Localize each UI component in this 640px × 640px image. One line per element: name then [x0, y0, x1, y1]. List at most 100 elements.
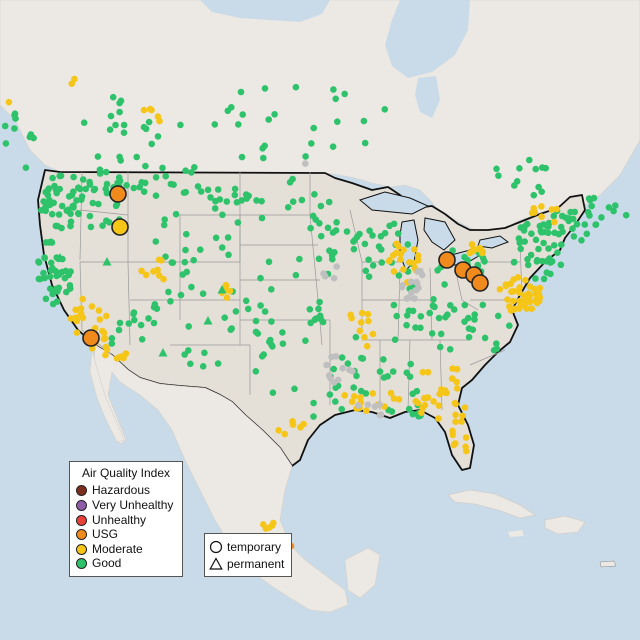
- no-data-site-marker[interactable]: [403, 295, 411, 302]
- good-site-marker[interactable]: [494, 312, 502, 320]
- good-site-marker[interactable]: [190, 256, 197, 264]
- good-site-marker[interactable]: [570, 233, 578, 240]
- good-site-marker[interactable]: [177, 121, 184, 129]
- good-site-marker[interactable]: [307, 319, 315, 327]
- good-site-marker[interactable]: [361, 240, 369, 248]
- good-site-marker[interactable]: [312, 315, 320, 322]
- moderate-site-marker[interactable]: [96, 316, 104, 323]
- moderate-site-marker[interactable]: [155, 272, 163, 279]
- good-site-marker[interactable]: [96, 166, 104, 173]
- moderate-site-marker[interactable]: [528, 209, 536, 217]
- moderate-site-marker[interactable]: [526, 283, 534, 290]
- no-data-site-marker[interactable]: [328, 353, 335, 361]
- good-site-marker[interactable]: [362, 267, 370, 275]
- no-data-site-marker[interactable]: [320, 270, 327, 277]
- good-site-marker[interactable]: [360, 117, 368, 125]
- moderate-site-marker[interactable]: [390, 252, 397, 259]
- good-site-marker[interactable]: [87, 223, 95, 231]
- moderate-site-marker[interactable]: [510, 276, 517, 283]
- moderate-site-marker[interactable]: [515, 286, 522, 294]
- good-site-marker[interactable]: [319, 318, 327, 326]
- good-site-marker[interactable]: [107, 112, 115, 120]
- moderate-site-marker[interactable]: [535, 290, 543, 298]
- good-site-marker[interactable]: [296, 255, 303, 263]
- good-site-marker[interactable]: [133, 153, 140, 161]
- good-site-marker[interactable]: [302, 153, 309, 160]
- good-site-marker[interactable]: [394, 230, 402, 237]
- good-site-marker[interactable]: [540, 239, 547, 247]
- good-site-marker[interactable]: [265, 258, 273, 266]
- good-site-marker[interactable]: [365, 273, 373, 281]
- good-site-marker[interactable]: [535, 245, 542, 253]
- good-site-marker[interactable]: [526, 156, 533, 164]
- good-site-marker[interactable]: [523, 220, 531, 228]
- good-site-marker[interactable]: [506, 322, 513, 330]
- good-site-marker[interactable]: [47, 259, 55, 267]
- moderate-site-marker[interactable]: [160, 275, 167, 283]
- good-site-marker[interactable]: [42, 295, 50, 303]
- good-site-marker[interactable]: [545, 219, 553, 227]
- moderate-site-marker[interactable]: [476, 244, 484, 252]
- good-site-marker[interactable]: [384, 373, 392, 380]
- good-site-marker[interactable]: [125, 320, 133, 327]
- good-site-marker[interactable]: [441, 281, 448, 288]
- moderate-site-marker[interactable]: [138, 267, 145, 275]
- good-site-marker[interactable]: [79, 176, 87, 183]
- good-site-marker[interactable]: [369, 232, 376, 239]
- good-site-marker[interactable]: [49, 174, 56, 182]
- good-site-marker[interactable]: [268, 341, 275, 349]
- moderate-site-marker[interactable]: [73, 329, 81, 337]
- good-site-marker[interactable]: [341, 90, 349, 98]
- good-site-marker[interactable]: [199, 363, 207, 370]
- no-data-site-marker[interactable]: [302, 160, 309, 167]
- good-site-marker[interactable]: [315, 305, 322, 313]
- good-site-marker[interactable]: [479, 254, 487, 262]
- good-site-marker[interactable]: [622, 211, 630, 219]
- moderate-site-marker[interactable]: [390, 268, 398, 275]
- moderate-site-marker[interactable]: [414, 399, 422, 407]
- good-site-marker[interactable]: [573, 220, 581, 228]
- good-site-marker[interactable]: [465, 333, 473, 341]
- good-site-marker[interactable]: [65, 271, 72, 279]
- good-site-marker[interactable]: [436, 343, 444, 351]
- good-site-marker[interactable]: [344, 360, 352, 367]
- no-data-site-marker[interactable]: [398, 284, 406, 291]
- good-site-marker[interactable]: [261, 308, 269, 315]
- good-site-marker[interactable]: [598, 214, 605, 221]
- moderate-site-marker[interactable]: [142, 271, 150, 279]
- good-site-marker[interactable]: [211, 205, 219, 212]
- good-site-marker[interactable]: [331, 249, 338, 256]
- good-site-marker[interactable]: [130, 309, 138, 316]
- no-data-site-marker[interactable]: [330, 274, 338, 282]
- good-site-marker[interactable]: [170, 181, 177, 188]
- good-site-marker[interactable]: [555, 230, 563, 238]
- good-site-marker[interactable]: [244, 305, 252, 313]
- moderate-site-marker[interactable]: [341, 392, 349, 399]
- good-site-marker[interactable]: [235, 121, 242, 128]
- no-data-site-marker[interactable]: [333, 263, 341, 270]
- good-site-marker[interactable]: [513, 178, 521, 185]
- good-site-marker[interactable]: [612, 202, 619, 209]
- good-site-marker[interactable]: [204, 186, 212, 194]
- good-site-marker[interactable]: [182, 167, 189, 174]
- good-site-marker[interactable]: [286, 179, 294, 186]
- good-site-marker[interactable]: [465, 325, 473, 332]
- good-site-marker[interactable]: [232, 308, 240, 315]
- good-site-marker[interactable]: [261, 85, 269, 92]
- moderate-site-marker[interactable]: [155, 256, 163, 264]
- good-site-marker[interactable]: [42, 239, 50, 246]
- permanent-good-marker[interactable]: [55, 253, 65, 262]
- good-site-marker[interactable]: [376, 368, 384, 375]
- good-site-marker[interactable]: [45, 185, 53, 192]
- good-site-marker[interactable]: [515, 235, 523, 242]
- good-site-marker[interactable]: [63, 288, 70, 296]
- good-site-marker[interactable]: [581, 221, 589, 228]
- good-site-marker[interactable]: [188, 283, 195, 291]
- moderate-site-marker[interactable]: [461, 404, 469, 411]
- good-site-marker[interactable]: [378, 259, 386, 266]
- good-site-marker[interactable]: [362, 390, 370, 397]
- good-site-marker[interactable]: [393, 312, 401, 320]
- moderate-site-marker[interactable]: [369, 390, 377, 397]
- good-site-marker[interactable]: [55, 271, 63, 278]
- good-site-marker[interactable]: [471, 316, 478, 323]
